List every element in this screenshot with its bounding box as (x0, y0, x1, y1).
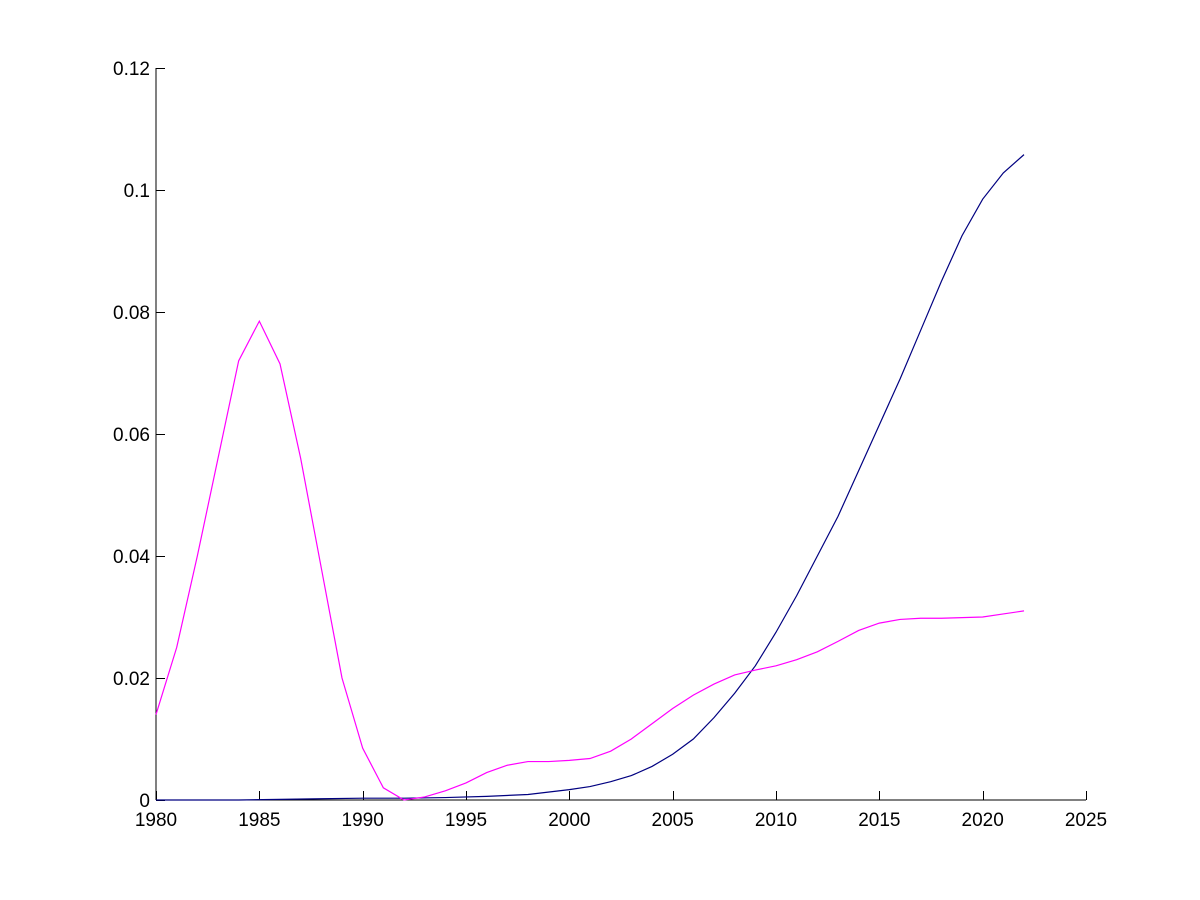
axes: 1980 1985 1990 1995 2000 2005 2010 2015 2020 2025… (113, 59, 1107, 831)
x-tick-label: 2015 (858, 810, 900, 831)
x-tick-label: 2010 (755, 810, 797, 831)
x-tick-label: 1985 (238, 810, 280, 831)
x-tick-label: 2020 (962, 810, 1004, 831)
y-tick-label: 0.06 (113, 425, 150, 446)
x-tick-label: 2005 (652, 810, 694, 831)
x-tick-label: 1990 (342, 810, 384, 831)
y-tick-label: 0 (139, 791, 150, 812)
series-line-1 (156, 154, 1025, 801)
y-tick-label: 0.12 (113, 59, 150, 80)
x-tick-label: 1980 (135, 810, 177, 831)
y-tick-label: 0.08 (113, 303, 150, 324)
x-tick-label: 1995 (445, 810, 487, 831)
y-tick-label: 0.1 (124, 181, 150, 202)
plot-area (155, 154, 1025, 801)
y-tick-label: 0.02 (113, 669, 150, 690)
x-tick-label: 2000 (548, 810, 590, 831)
x-tick-label: 2025 (1065, 810, 1107, 831)
y-tick-label: 0.04 (113, 547, 150, 568)
series-line-2 (155, 319, 1025, 801)
